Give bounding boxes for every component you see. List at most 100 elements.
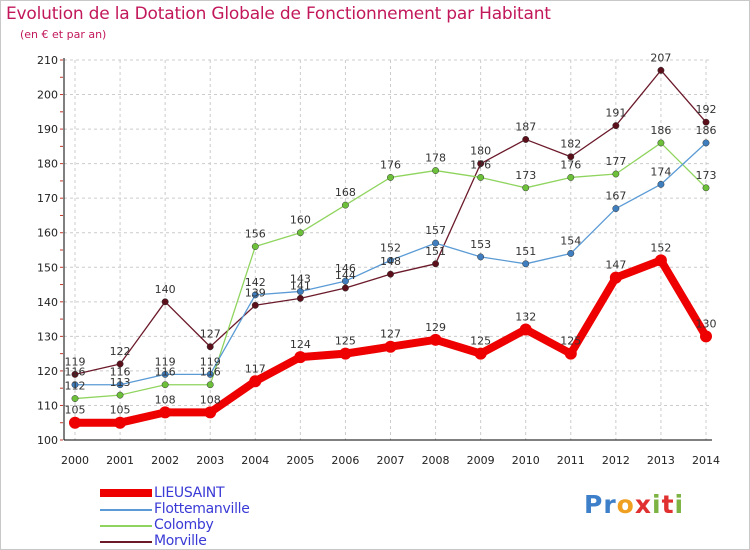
data-point-colomby [702, 184, 710, 192]
data-point-colomby [657, 139, 665, 147]
data-point-lieusaint [519, 323, 532, 336]
data-label-colomby: 178 [425, 152, 446, 165]
y-tick-label: 140 [37, 296, 58, 309]
data-label-flottemanville: 143 [290, 272, 311, 285]
data-point-lieusaint [384, 340, 397, 353]
data-label-morville: 122 [110, 345, 131, 358]
y-tick-label: 200 [37, 89, 58, 102]
data-label-flottemanville: 116 [110, 366, 131, 379]
x-tick-label: 2013 [647, 454, 675, 467]
data-point-morville [702, 118, 710, 126]
x-tick-label: 2008 [422, 454, 450, 467]
legend-label: LIEUSAINT [154, 485, 225, 501]
data-point-morville [251, 301, 259, 309]
data-point-morville [567, 153, 575, 161]
data-point-morville [477, 160, 485, 168]
data-point-lieusaint [609, 271, 622, 284]
logo-letter: x [634, 490, 652, 519]
data-label-lieusaint: 125 [560, 335, 581, 348]
data-label-colomby: 156 [245, 228, 266, 241]
data-label-flottemanville: 186 [696, 124, 717, 137]
data-point-flottemanville [341, 277, 349, 285]
data-label-colomby: 177 [605, 155, 626, 168]
data-label-morville: 119 [65, 355, 86, 368]
logo-letter: i [674, 490, 685, 519]
data-point-colomby [341, 201, 349, 209]
y-tick-label: 160 [37, 227, 58, 240]
data-point-morville [341, 284, 349, 292]
legend-swatch [100, 541, 152, 543]
data-label-flottemanville: 174 [650, 165, 671, 178]
data-label-lieusaint: 124 [290, 338, 311, 351]
data-label-lieusaint: 105 [110, 404, 131, 417]
data-label-morville: 207 [650, 51, 671, 64]
data-label-lieusaint: 127 [380, 328, 401, 341]
data-point-lieusaint [474, 347, 487, 360]
x-tick-label: 2000 [61, 454, 89, 467]
y-tick-label: 180 [37, 158, 58, 171]
data-label-morville: 192 [696, 103, 717, 116]
data-label-colomby: 176 [470, 158, 491, 171]
legend-swatch [100, 509, 152, 511]
data-point-colomby [387, 174, 394, 181]
data-point-morville [522, 136, 530, 143]
data-label-morville: 148 [380, 255, 401, 268]
data-point-flottemanville [432, 239, 440, 247]
legend-label: Flottemanville [154, 501, 250, 517]
data-label-flottemanville: 154 [560, 234, 581, 247]
data-label-morville: 139 [245, 286, 266, 299]
data-label-morville: 144 [335, 269, 356, 282]
data-label-lieusaint: 132 [515, 310, 536, 323]
data-label-morville: 187 [515, 120, 536, 133]
data-point-colomby [567, 174, 575, 181]
data-label-flottemanville: 146 [335, 262, 356, 275]
data-label-lieusaint: 108 [155, 393, 176, 406]
data-label-flottemanville: 151 [515, 245, 536, 258]
x-tick-label: 2011 [557, 454, 585, 467]
data-point-lieusaint [114, 416, 127, 429]
data-label-morville: 127 [200, 328, 221, 341]
data-label-flottemanville: 116 [65, 366, 86, 379]
data-point-morville [387, 270, 394, 278]
data-label-lieusaint: 125 [335, 335, 356, 348]
data-label-colomby: 176 [560, 158, 581, 171]
data-point-lieusaint [564, 347, 577, 360]
data-point-morville [71, 370, 79, 378]
y-tick-label: 210 [37, 54, 58, 67]
data-label-lieusaint: 147 [605, 259, 626, 272]
data-label-morville: 140 [155, 283, 176, 296]
data-point-morville [296, 294, 304, 302]
data-label-morville: 141 [290, 279, 311, 292]
x-tick-label: 2007 [377, 454, 405, 467]
y-tick-label: 100 [37, 434, 58, 447]
data-label-colomby: 112 [65, 380, 86, 393]
data-point-colomby [206, 381, 214, 389]
logo-letter: r [603, 490, 617, 519]
data-point-lieusaint [429, 333, 442, 346]
data-point-lieusaint [294, 351, 307, 364]
data-label-lieusaint: 130 [696, 317, 717, 330]
y-tick-label: 190 [37, 123, 58, 136]
data-point-colomby [116, 391, 124, 399]
data-label-morville: 182 [560, 138, 581, 151]
data-label-flottemanville: 142 [245, 276, 266, 289]
data-point-colomby [296, 229, 304, 237]
data-point-colomby [161, 381, 169, 389]
data-point-morville [206, 343, 214, 351]
data-label-lieusaint: 108 [200, 393, 221, 406]
proxiti-logo: Proxiti [584, 490, 684, 519]
y-tick-label: 110 [37, 399, 58, 412]
data-point-lieusaint [654, 254, 667, 267]
data-point-flottemanville [116, 381, 124, 389]
data-point-lieusaint [159, 406, 172, 419]
logo-letter: o [616, 490, 635, 519]
data-point-flottemanville [477, 253, 485, 261]
x-tick-label: 2014 [692, 454, 720, 467]
chart-title: Evolution de la Dotation Globale de Fonc… [6, 4, 551, 24]
x-tick-label: 2012 [602, 454, 630, 467]
data-label-flottemanville: 152 [380, 241, 401, 254]
data-label-colomby: 186 [650, 124, 671, 137]
data-label-colomby: 176 [380, 158, 401, 171]
data-point-flottemanville [657, 180, 665, 188]
y-tick-label: 130 [37, 330, 58, 343]
